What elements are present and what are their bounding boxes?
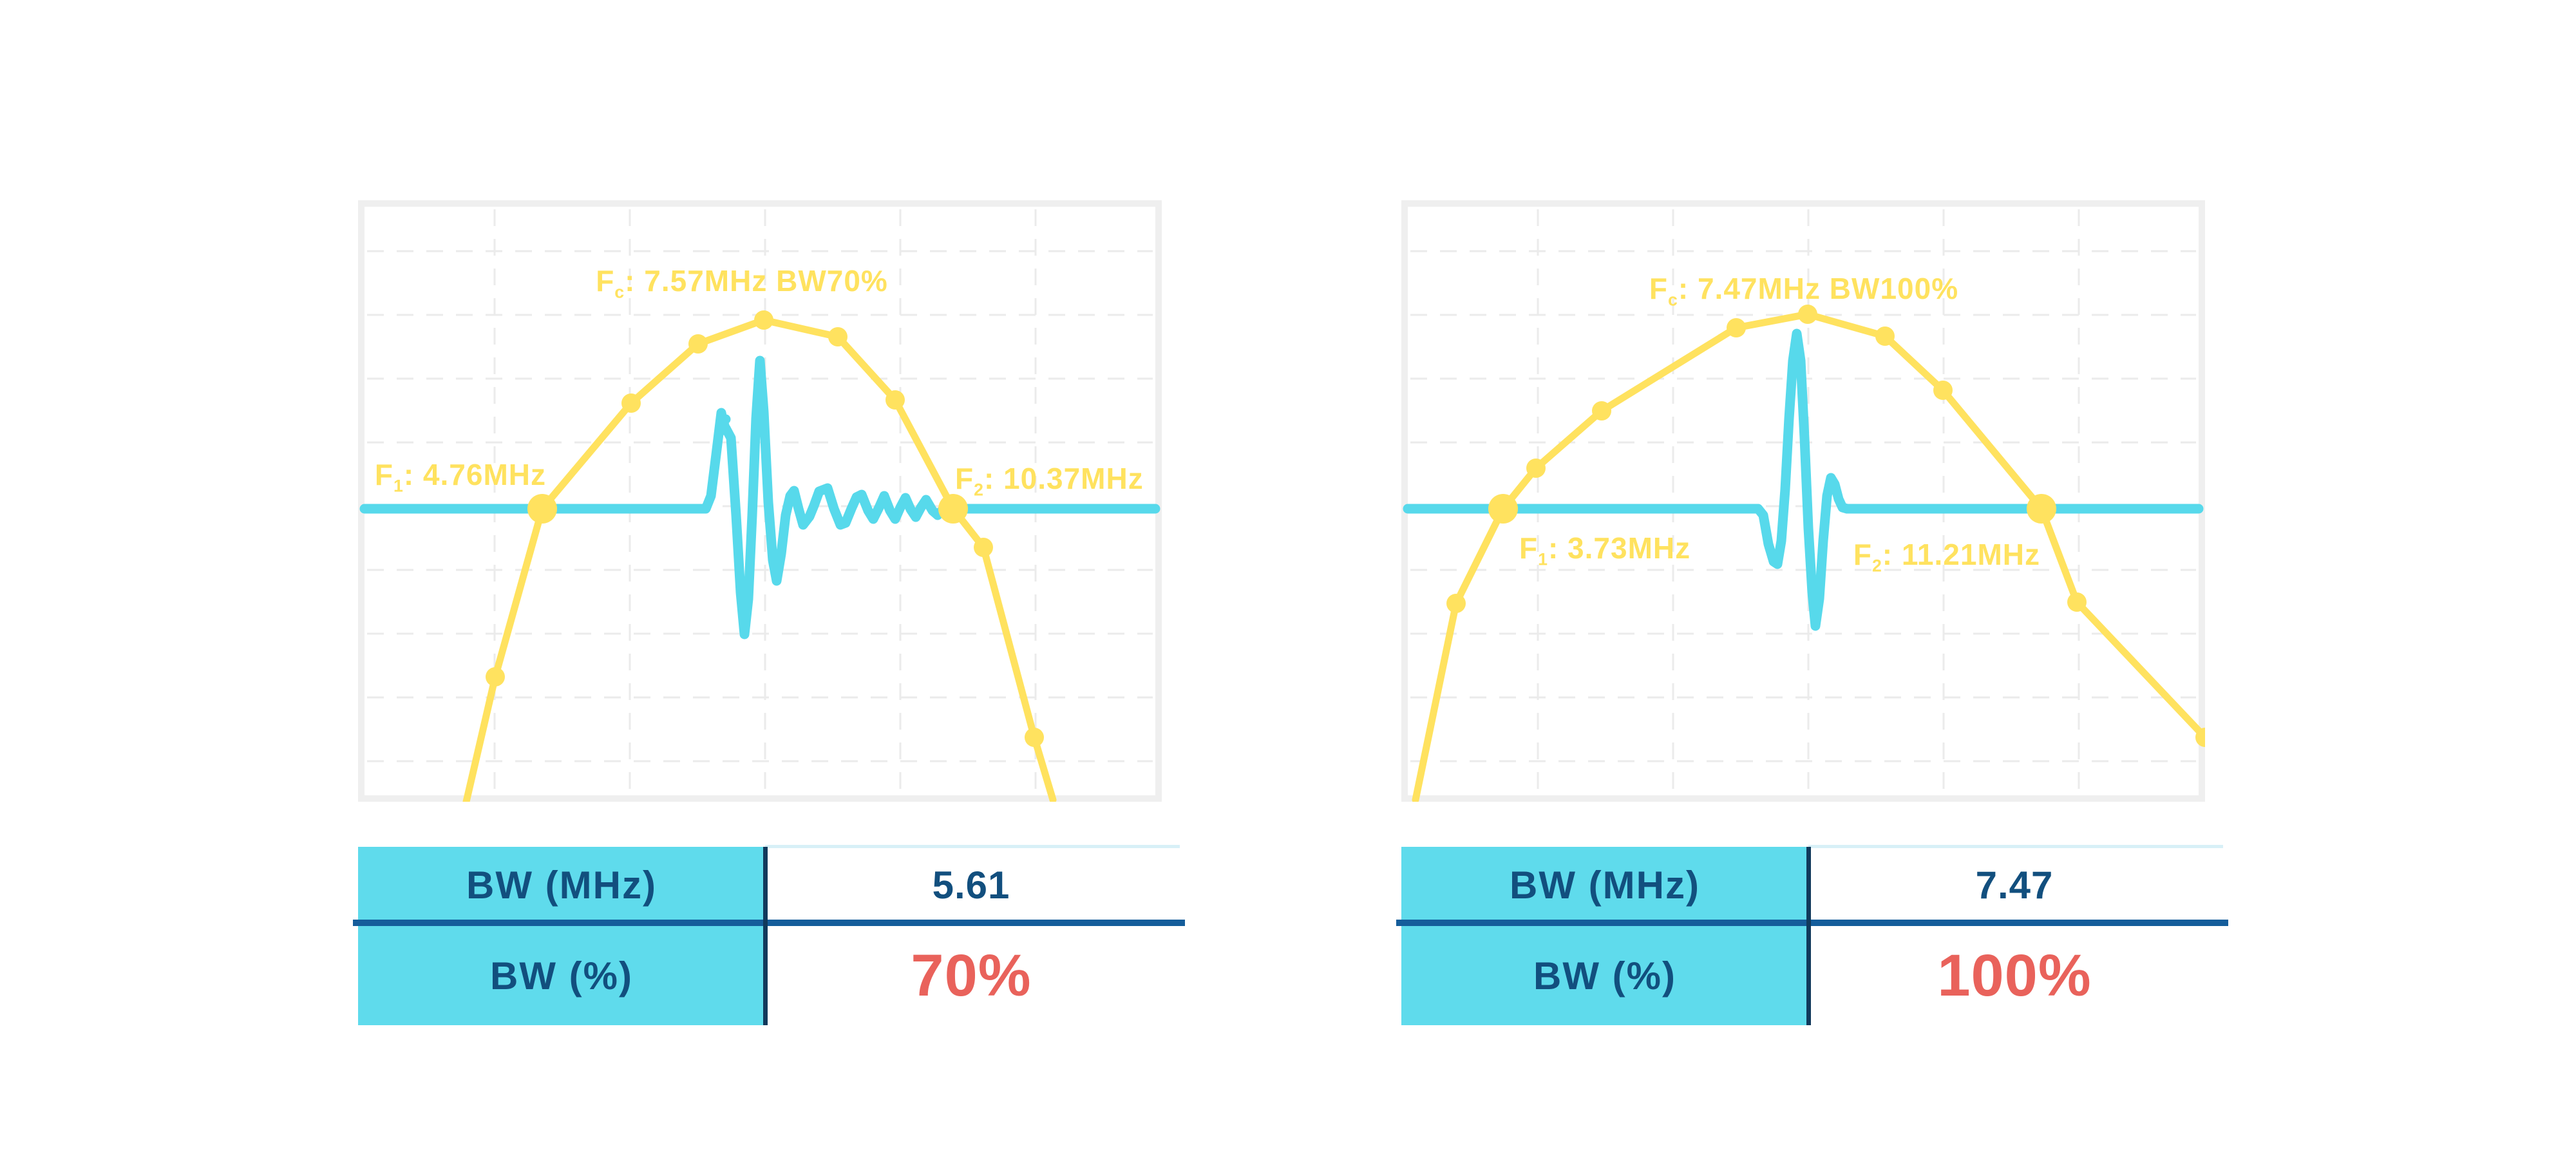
f2-symbol: F (1853, 538, 1872, 572)
f2-annotation: F2: 10.37MHz (955, 464, 1144, 498)
spectrum-point-marker (2067, 592, 2087, 612)
table-column-divider (1806, 847, 1811, 1025)
table-label-bw-pct: BW (%) (358, 926, 765, 1025)
spectrum-curve (462, 316, 1057, 802)
spectrum-point-marker (688, 334, 708, 354)
fc-value-text: : 7.57MHz BW70% (625, 264, 888, 298)
f2-annotation: F2: 11.21MHz (1853, 540, 2040, 574)
f2-value-text: : 10.37MHz (983, 462, 1144, 496)
spectrum-chart-bw70: Fc: 7.57MHz BW70% F1: 4.76MHz F2: 10.37M… (358, 200, 1162, 802)
spectrum-point-marker (2195, 728, 2205, 747)
f1-subscript: 1 (393, 476, 404, 496)
table-value-text: 7.47 (1975, 863, 2054, 907)
table-top-line (1808, 845, 2223, 848)
spectrum-crossing-marker (1488, 494, 1518, 524)
spectrum-point-marker (1526, 459, 1546, 478)
spectrum-point-marker (1025, 728, 1044, 747)
spectrum-crossing-marker (527, 494, 557, 524)
table-value-highlight-text: 100% (1937, 942, 2092, 1008)
table-header-column-bg (1401, 847, 1808, 1025)
fc-value-text: : 7.47MHz BW100% (1678, 272, 1959, 306)
f2-subscript: 2 (974, 480, 984, 500)
chart-frame (358, 200, 1162, 802)
f2-value-text: : 11.21MHz (1882, 538, 2040, 572)
spectrum-point-marker (886, 390, 905, 410)
spectrum-curve (1412, 310, 2205, 802)
f1-value-text: : 3.73MHz (1548, 531, 1691, 565)
table-value-bw-pct: 100% (1808, 926, 2221, 1025)
chart-canvas (358, 200, 1162, 802)
spectrum-crossing-marker (938, 494, 968, 524)
table-label-text: BW (%) (1533, 954, 1676, 998)
fc-symbol: F (596, 264, 615, 298)
table-label-text: BW (MHz) (1510, 863, 1700, 907)
table-label-bw-mhz: BW (MHz) (1401, 847, 1808, 923)
f1-subscript: 1 (1538, 549, 1548, 569)
table-label-text: BW (MHz) (466, 863, 657, 907)
fc-subscript: c (1668, 290, 1678, 310)
table-value-bw-mhz: 5.61 (765, 847, 1177, 923)
table-label-text: BW (%) (490, 954, 633, 998)
chart-canvas (1401, 200, 2205, 802)
table-row-divider (353, 920, 1185, 926)
f1-symbol: F (374, 458, 393, 492)
table-column-divider (763, 847, 768, 1025)
table-value-text: 5.61 (932, 863, 1010, 907)
f1-annotation: F1: 4.76MHz (375, 460, 546, 495)
spectrum-point-marker (754, 310, 773, 330)
spectrum-point-marker (1875, 326, 1895, 346)
table-value-highlight-text: 70% (911, 942, 1032, 1008)
spectrum-point-marker (1933, 381, 1953, 400)
fc-annotation: Fc: 7.57MHz BW70% (596, 266, 888, 301)
table-label-bw-pct: BW (%) (1401, 926, 1808, 1025)
chart-frame (1401, 200, 2205, 802)
spectrum-point-marker (1727, 318, 1746, 337)
spectrum-point-marker (1592, 401, 1611, 421)
spectrum-point-marker (974, 538, 993, 557)
table-label-bw-mhz: BW (MHz) (358, 847, 765, 923)
fc-annotation: Fc: 7.47MHz BW100% (1649, 274, 1958, 308)
table-top-line (765, 845, 1180, 848)
f1-annotation: F1: 3.73MHz (1519, 533, 1690, 568)
spectrum-point-marker (486, 667, 505, 686)
table-value-bw-mhz: 7.47 (1808, 847, 2221, 923)
spectrum-chart-bw100: Fc: 7.47MHz BW100% F1: 3.73MHz F2: 11.21… (1401, 200, 2205, 802)
f1-symbol: F (1519, 531, 1539, 565)
bandwidth-table-bw100: BW (MHz) 7.47 BW (%) 100% (1396, 845, 2228, 1025)
f2-symbol: F (955, 462, 974, 496)
pulse-curve (359, 355, 1160, 639)
bandwidth-table-bw70: BW (MHz) 5.61 BW (%) 70% (353, 845, 1185, 1025)
table-value-bw-pct: 70% (765, 926, 1177, 1025)
table-header-column-bg (358, 847, 765, 1025)
spectrum-point-marker (621, 393, 641, 413)
spectrum-point-marker (828, 327, 848, 346)
spectrum-point-marker (1798, 305, 1817, 324)
spectrum-crossing-marker (2027, 494, 2056, 524)
f2-subscript: 2 (1871, 556, 1882, 576)
fc-symbol: F (1649, 272, 1669, 306)
pulse-curve (1403, 328, 2204, 631)
table-row-divider (1396, 920, 2228, 926)
fc-subscript: c (614, 282, 625, 302)
f1-value-text: : 4.76MHz (403, 458, 546, 492)
spectrum-point-marker (1446, 594, 1466, 613)
